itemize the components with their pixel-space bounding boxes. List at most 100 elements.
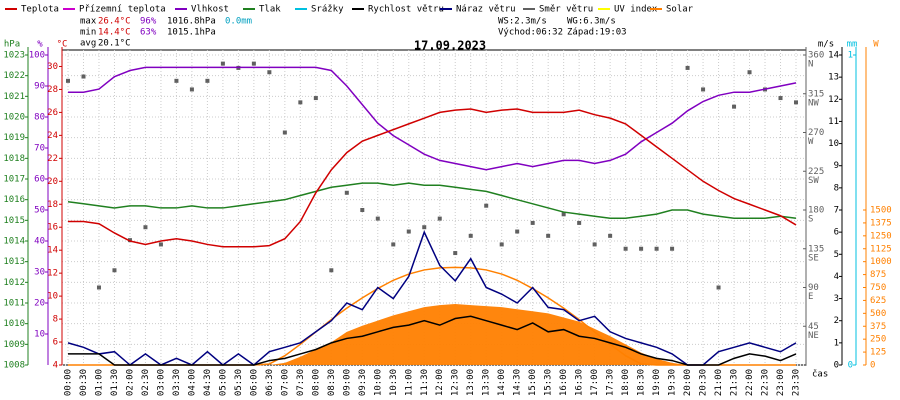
direction-point	[778, 96, 783, 101]
y-tick-label: 10	[47, 292, 58, 302]
direction-point	[670, 246, 675, 251]
direction-point	[344, 190, 349, 195]
legend-label: Přízemní teplota	[79, 5, 166, 15]
x-tick-label: 18:00	[621, 369, 631, 396]
y-tick-label: 16	[47, 223, 58, 233]
y-tick-label: 1375	[870, 218, 892, 228]
x-tick-label: 12:00	[435, 369, 445, 396]
axis-unit: W	[873, 40, 879, 50]
x-tick-label: 04:00	[187, 369, 197, 396]
y-tick-label: 1020	[3, 113, 25, 123]
y-tick-label: 28	[47, 85, 58, 95]
x-tick-label: 17:00	[590, 369, 600, 396]
y-tick-label: 12	[828, 95, 839, 105]
axis-unit: °C	[57, 40, 68, 50]
direction-point	[499, 242, 504, 247]
wind-info: WS:2.3m/s	[498, 17, 547, 27]
stat-label: avg	[80, 39, 96, 49]
x-tick-label: 20:00	[683, 369, 693, 396]
y-tick-label: NW	[808, 98, 819, 108]
y-tick-label: 7	[834, 206, 839, 216]
y-tick-label: 50	[34, 206, 45, 216]
y-tick-label: 20	[47, 177, 58, 187]
legend-label: Náraz větru	[456, 5, 516, 15]
direction-point	[158, 242, 163, 247]
y-tick-label: 1	[834, 338, 839, 348]
direction-point	[329, 268, 334, 273]
y-tick-label: 8	[834, 183, 839, 193]
y-tick-label: 1015	[3, 216, 25, 226]
direction-point	[251, 61, 256, 66]
stat-value: 26.4°C	[98, 17, 131, 27]
x-tick-label: 06:00	[249, 369, 259, 396]
direction-point	[639, 246, 644, 251]
y-tick-label: 24	[47, 131, 58, 141]
x-tick-label: 14:00	[497, 369, 507, 396]
y-tick-label: 125	[870, 348, 886, 358]
x-tick-label: 15:30	[544, 369, 554, 396]
y-tick-label: 30	[47, 62, 58, 72]
direction-point	[515, 229, 520, 234]
x-tick-label: 03:00	[156, 369, 166, 396]
y-tick-label: 90	[34, 82, 45, 92]
x-tick-label: 22:30	[761, 369, 771, 396]
y-tick-label: 750	[870, 283, 886, 293]
y-tick-label: 375	[870, 322, 886, 332]
direction-point	[468, 233, 473, 238]
legend-label: UV index	[614, 5, 658, 15]
direction-point	[220, 61, 225, 66]
y-tick-label: 1500	[870, 206, 892, 216]
y-tick-label: 6	[834, 228, 839, 238]
direction-point	[685, 65, 690, 70]
y-tick-label: SW	[808, 176, 819, 186]
y-tick-label: 9	[834, 161, 839, 171]
y-tick-label: E	[808, 292, 813, 302]
direction-point	[577, 220, 582, 225]
x-tick-label: 14:30	[513, 369, 523, 396]
direction-point	[546, 233, 551, 238]
legend-label: Solar	[666, 5, 694, 15]
x-tick-label: 09:30	[358, 369, 368, 396]
direction-point	[453, 251, 458, 256]
direction-point	[298, 100, 303, 105]
y-tick-label: 180	[808, 206, 824, 216]
y-tick-label: 225	[808, 167, 824, 177]
y-tick-label: 1022	[3, 71, 25, 81]
x-tick-label: 21:00	[714, 369, 724, 396]
stat-value: 63%	[140, 28, 157, 38]
y-tick-label: 26	[47, 108, 58, 118]
y-tick-label: 1014	[3, 237, 25, 247]
x-tick-label: 02:30	[141, 369, 151, 396]
y-tick-label: 1012	[3, 278, 25, 288]
stat-value: 1015.1hPa	[167, 28, 216, 38]
direction-point	[561, 212, 566, 217]
direction-point	[267, 70, 272, 75]
legend-label: Rychlost větru	[368, 5, 444, 15]
y-tick-label: 250	[870, 335, 886, 345]
stat-value: 1016.8hPa	[167, 17, 216, 27]
y-tick-label: S	[808, 215, 813, 225]
direction-point	[608, 233, 613, 238]
y-tick-label: 875	[870, 270, 886, 280]
direction-point	[127, 238, 132, 243]
x-tick-label: 00:30	[79, 369, 89, 396]
wind-info: Západ:19:03	[567, 28, 627, 38]
x-tick-label: 01:30	[110, 369, 120, 396]
stat-label: min	[80, 28, 96, 38]
chart-title: 17.09.2023	[414, 39, 486, 53]
x-tick-label: 18:30	[637, 369, 647, 396]
x-tick-label: 19:30	[668, 369, 678, 396]
x-tick-label: 23:00	[776, 369, 786, 396]
direction-point	[716, 285, 721, 290]
y-tick-label: 135	[808, 244, 824, 254]
y-tick-label: 80	[34, 113, 45, 123]
x-tick-label: 08:00	[311, 369, 321, 396]
y-tick-label: 4	[53, 361, 58, 371]
y-tick-label: 1016	[3, 195, 25, 205]
axis-unit: hPa	[4, 40, 20, 50]
x-tick-label: 07:00	[280, 369, 290, 396]
y-tick-label: 14	[828, 51, 839, 61]
x-tick-label: 07:30	[296, 369, 306, 396]
wind-info: Východ:06:32	[498, 28, 563, 38]
